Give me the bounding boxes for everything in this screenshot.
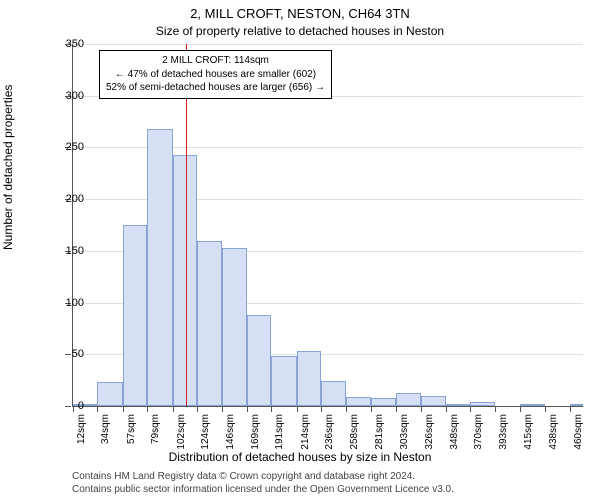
x-tick — [446, 406, 447, 412]
chart-container: 2, MILL CROFT, NESTON, CH64 3TN Size of … — [0, 0, 600, 500]
histogram-bar — [446, 404, 470, 406]
y-tick-label: 250 — [54, 141, 84, 153]
y-tick-label: 0 — [54, 400, 84, 412]
y-axis-label: Number of detached properties — [1, 85, 15, 250]
annotation-box: 2 MILL CROFT: 114sqm← 47% of detached ho… — [99, 50, 332, 99]
x-tick — [321, 406, 322, 412]
footnote-line: Contains HM Land Registry data © Crown c… — [72, 470, 454, 483]
annotation-line: ← 47% of detached houses are smaller (60… — [106, 68, 325, 82]
footnote: Contains HM Land Registry data © Crown c… — [72, 470, 454, 496]
y-tick-label: 50 — [54, 348, 84, 360]
x-tick — [570, 406, 571, 412]
x-tick — [271, 406, 272, 412]
histogram-bar — [97, 382, 123, 406]
x-tick — [545, 406, 546, 412]
x-tick — [371, 406, 372, 412]
histogram-bar — [271, 356, 297, 406]
x-tick — [123, 406, 124, 412]
x-tick — [222, 406, 223, 412]
gridline — [73, 44, 583, 45]
histogram-bar — [570, 404, 583, 406]
x-tick — [495, 406, 496, 412]
histogram-bar — [396, 393, 422, 406]
y-tick-label: 200 — [54, 193, 84, 205]
histogram-bar — [173, 155, 197, 406]
chart-subtitle: Size of property relative to detached ho… — [0, 24, 600, 38]
histogram-bar — [123, 225, 147, 406]
histogram-bar — [321, 381, 345, 406]
histogram-bar — [421, 396, 445, 406]
y-tick-label: 350 — [54, 38, 84, 50]
footnote-line: Contains public sector information licen… — [72, 483, 454, 496]
x-tick — [147, 406, 148, 412]
x-tick — [197, 406, 198, 412]
histogram-bar — [297, 351, 321, 406]
x-tick — [470, 406, 471, 412]
histogram-bar — [470, 402, 496, 406]
y-tick-label: 100 — [54, 297, 84, 309]
x-tick — [346, 406, 347, 412]
x-tick — [97, 406, 98, 412]
chart-title: 2, MILL CROFT, NESTON, CH64 3TN — [0, 6, 600, 21]
histogram-bar — [520, 404, 546, 406]
x-tick — [421, 406, 422, 412]
y-tick-label: 300 — [54, 90, 84, 102]
annotation-line: 2 MILL CROFT: 114sqm — [106, 54, 325, 68]
y-tick-label: 150 — [54, 245, 84, 257]
annotation-line: 52% of semi-detached houses are larger (… — [106, 81, 325, 95]
histogram-bar — [247, 315, 271, 406]
histogram-bar — [197, 241, 221, 406]
histogram-bar — [371, 398, 395, 406]
x-tick — [520, 406, 521, 412]
x-tick — [396, 406, 397, 412]
histogram-bar — [147, 129, 173, 406]
x-tick — [173, 406, 174, 412]
histogram-bar — [222, 248, 248, 406]
x-tick — [297, 406, 298, 412]
histogram-bar — [346, 397, 372, 406]
x-axis-label: Distribution of detached houses by size … — [0, 450, 600, 464]
x-tick — [247, 406, 248, 412]
plot-area: 2 MILL CROFT: 114sqm← 47% of detached ho… — [72, 44, 583, 407]
